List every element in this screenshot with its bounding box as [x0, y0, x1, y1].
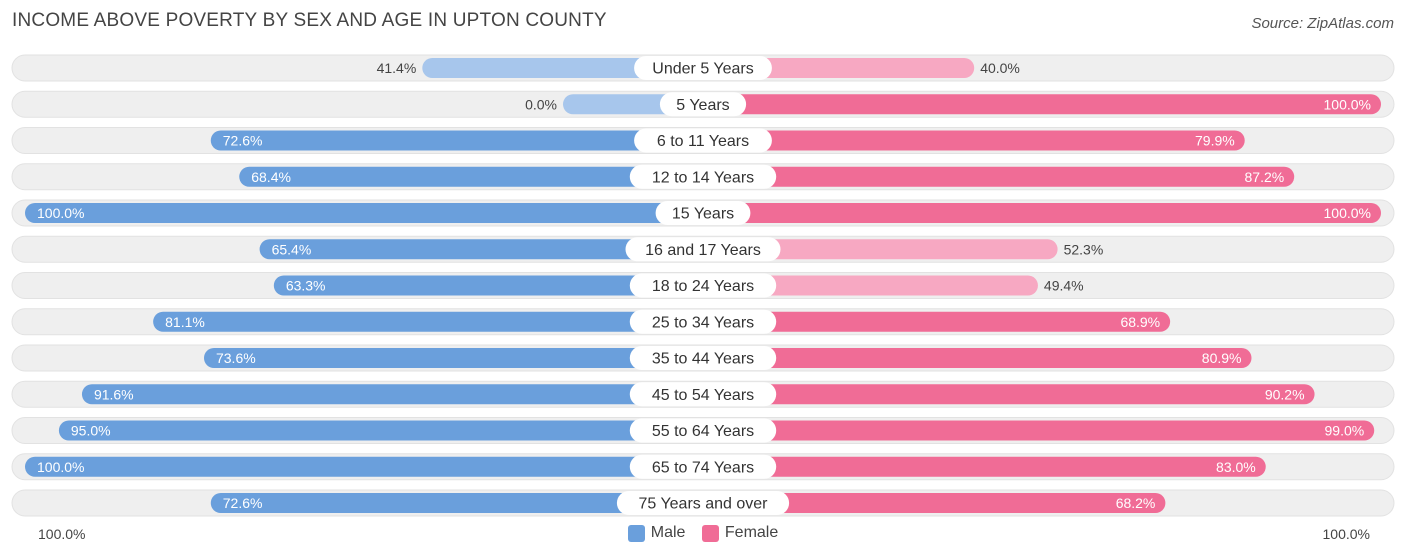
category-pill — [634, 56, 772, 80]
male-bar — [259, 239, 703, 260]
male-value-label: 0.0% — [525, 96, 557, 112]
male-bar — [153, 311, 704, 332]
female-value-label: 80.9% — [1202, 350, 1242, 366]
male-bar — [273, 275, 703, 296]
legend-item-female: Female — [701, 524, 779, 542]
category-label: 45 to 54 Years — [652, 387, 754, 404]
male-value-label: 63.3% — [286, 278, 326, 294]
female-bar — [703, 420, 1375, 441]
female-bar — [703, 311, 1171, 332]
category-pill — [629, 382, 777, 407]
male-value-label: 65.4% — [272, 241, 312, 257]
female-value-label: 83.0% — [1216, 459, 1256, 475]
category-label: 12 to 14 Years — [652, 169, 754, 186]
category-pill — [629, 418, 777, 443]
male-value-label: 95.0% — [71, 423, 111, 439]
female-bar — [703, 493, 1166, 513]
category-pill — [616, 491, 790, 515]
male-value-label: 81.1% — [165, 314, 205, 330]
female-bar — [703, 456, 1266, 477]
category-pill — [629, 454, 777, 479]
source-credit: Source: ZipAtlas.com — [1251, 15, 1394, 32]
female-value-label: 100.0% — [1324, 205, 1371, 221]
male-bar — [25, 203, 703, 223]
category-pill — [629, 346, 777, 370]
male-bar — [203, 348, 703, 368]
female-value-label: 100.0% — [1324, 96, 1371, 112]
female-bar — [703, 384, 1315, 405]
legend-swatch-male — [627, 524, 645, 542]
category-pill — [659, 92, 747, 117]
category-pill — [629, 273, 777, 298]
male-bar — [210, 493, 703, 513]
male-value-label: 72.6% — [223, 133, 263, 149]
category-label: 18 to 24 Years — [652, 278, 754, 295]
legend-swatch-female — [701, 524, 719, 542]
female-bar — [703, 94, 1381, 115]
female-bar — [703, 203, 1381, 223]
female-bar — [703, 166, 1295, 187]
legend-label-female: Female — [724, 524, 779, 541]
category-label: 6 to 11 Years — [657, 133, 749, 150]
female-value-label: 52.3% — [1064, 241, 1104, 257]
female-bar — [703, 239, 1058, 260]
female-value-label: 68.9% — [1120, 314, 1160, 330]
chart-title: INCOME ABOVE POVERTY BY SEX AND AGE IN U… — [12, 10, 607, 31]
male-value-label: 100.0% — [37, 205, 84, 221]
female-value-label: 40.0% — [980, 60, 1020, 76]
female-bar — [703, 130, 1245, 151]
category-label: 25 to 34 Years — [652, 314, 754, 331]
female-value-label: 90.2% — [1265, 386, 1305, 402]
legend-label-male: Male — [650, 524, 686, 541]
category-pill — [655, 201, 751, 225]
male-value-label: 72.6% — [223, 495, 263, 511]
legend-item-male: Male — [627, 524, 686, 542]
male-bar — [210, 130, 703, 151]
female-value-label: 87.2% — [1245, 169, 1285, 185]
category-pill — [625, 237, 781, 262]
category-label: 55 to 64 Years — [652, 423, 754, 440]
category-pill — [634, 128, 772, 153]
male-bar — [239, 166, 704, 187]
male-value-label: 41.4% — [377, 60, 417, 76]
male-value-label: 73.6% — [216, 350, 256, 366]
male-value-label: 68.4% — [251, 169, 291, 185]
category-pill — [629, 164, 777, 189]
category-label: 5 Years — [676, 97, 729, 114]
female-value-label: 79.9% — [1195, 133, 1235, 149]
category-label: 16 and 17 Years — [645, 242, 761, 259]
category-label: 15 Years — [672, 206, 734, 223]
category-label: 65 to 74 Years — [652, 459, 754, 476]
category-label: Under 5 Years — [652, 61, 753, 78]
female-bar — [703, 275, 1038, 296]
male-value-label: 100.0% — [37, 459, 84, 475]
category-pill — [629, 309, 777, 334]
male-value-label: 91.6% — [94, 386, 134, 402]
female-value-label: 49.4% — [1044, 278, 1084, 294]
female-value-label: 99.0% — [1325, 423, 1365, 439]
male-bar — [81, 384, 703, 405]
male-bar — [58, 420, 703, 441]
chart-area: 41.4% 40.0% Under 5 Years 0.0% 100.0% 5 Years… — [11, 54, 1395, 517]
axis-right-label: 100.0% — [1322, 526, 1370, 542]
category-label: 75 Years and over — [639, 496, 769, 513]
female-bar — [703, 348, 1252, 368]
male-bar — [422, 58, 703, 78]
category-label: 35 to 44 Years — [652, 351, 754, 368]
legend: Male Female — [0, 524, 1406, 547]
male-bar — [25, 456, 703, 477]
female-value-label: 68.2% — [1116, 495, 1156, 511]
axis-left-label: 100.0% — [38, 526, 86, 542]
